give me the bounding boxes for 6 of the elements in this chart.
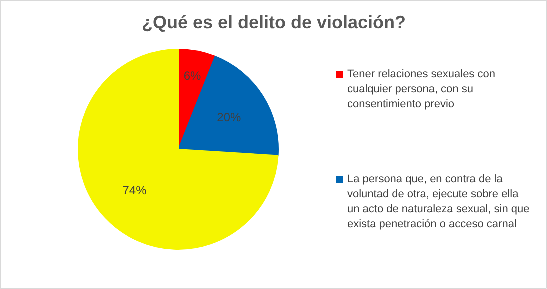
data-label: 6% [184,68,202,83]
chart-title: ¿Qué es el delito de violación? [142,12,406,32]
legend-label: Tener relaciones sexuales con cualquier persona, con su consentimiento previo [348,68,496,110]
data-label: 20% [217,110,242,124]
data-label: 74% [122,184,148,198]
legend-label: La persona que, en contra de la voluntad de otra, ejecute sobre ella un acto de naturaleza sexual, sin que exista penetración o acceso carnal [348,174,530,230]
